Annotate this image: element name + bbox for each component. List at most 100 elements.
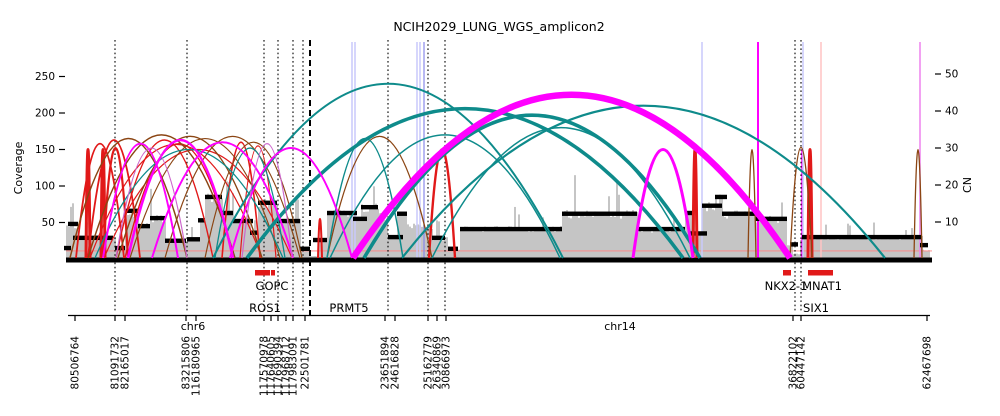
histogram-bar — [645, 228, 647, 259]
cn-segment — [258, 200, 277, 205]
histogram-bar — [825, 224, 827, 259]
gene-body-bar — [271, 270, 275, 276]
histogram-bar — [150, 188, 152, 259]
histogram-bar — [730, 215, 732, 259]
coordinate-label: 26340869 — [432, 336, 444, 389]
cn-segment — [313, 237, 327, 243]
histogram-bar — [624, 216, 626, 259]
arc-red — [806, 148, 814, 259]
histogram-bar — [121, 246, 123, 259]
histogram-bar — [909, 236, 911, 259]
histogram-bar — [582, 215, 584, 259]
histogram-bar — [710, 203, 712, 259]
cn-segment — [73, 235, 113, 241]
histogram-bar — [189, 240, 191, 259]
cn-segment — [755, 216, 787, 222]
histogram-bar — [373, 186, 375, 259]
histogram-bar — [306, 249, 308, 259]
histogram-bar — [448, 249, 450, 259]
histogram-bar — [322, 239, 324, 259]
histogram-bar — [732, 214, 734, 259]
histogram-bar — [897, 237, 899, 259]
histogram-bar — [508, 226, 510, 259]
histogram-bar — [297, 199, 299, 259]
histogram-bar — [197, 238, 199, 259]
cn-segment — [920, 242, 928, 248]
histogram-bar — [386, 218, 388, 259]
histogram-bar — [564, 211, 566, 259]
arc-magenta — [229, 147, 353, 259]
coordinate-label: 36822102 — [788, 336, 800, 389]
histogram-bar — [769, 215, 771, 259]
histogram-bar — [869, 239, 871, 259]
histogram-bar — [669, 231, 671, 259]
histogram-bar — [584, 216, 586, 259]
histogram-bar — [530, 230, 532, 259]
arc-red — [221, 141, 261, 259]
histogram-bar — [502, 229, 504, 259]
segment-boundaries — [114, 40, 802, 313]
histogram-bar — [476, 228, 478, 259]
histogram-bar — [675, 228, 677, 259]
histogram-bar — [510, 226, 512, 259]
histogram-bar — [659, 227, 661, 259]
histogram-bar — [903, 239, 905, 259]
arc-orchid — [241, 143, 293, 259]
histogram-bar — [450, 249, 452, 259]
histogram-bar — [657, 229, 659, 259]
coverage-tick-label: 100 — [35, 181, 55, 193]
histogram-bar — [588, 212, 590, 259]
histogram-bar — [928, 250, 930, 259]
coordinate-label: 83215806 — [181, 336, 193, 390]
histogram-bar — [466, 226, 468, 259]
histogram-bar — [363, 211, 365, 259]
histogram-bar — [867, 239, 869, 259]
cn-tick-label: 50 — [945, 69, 958, 81]
cn-segment — [361, 204, 378, 210]
histogram-bar — [576, 214, 578, 259]
histogram-bar — [432, 240, 434, 259]
histogram-bar — [413, 223, 415, 259]
histogram-bar — [110, 238, 112, 259]
cn-tick-label: 10 — [945, 217, 958, 229]
histogram-bar — [394, 238, 396, 259]
cn-segment — [432, 235, 445, 241]
histogram-bar — [899, 239, 901, 259]
histogram-bar — [715, 198, 717, 259]
histogram-bar — [699, 235, 701, 259]
histogram-bar — [728, 212, 730, 259]
chromosome-label: chr14 — [604, 320, 636, 333]
histogram-bar — [574, 175, 576, 259]
baseline-bar — [66, 257, 932, 263]
histogram-bar — [456, 249, 458, 259]
histogram-bar — [446, 237, 448, 259]
histogram-bar — [484, 226, 486, 259]
histogram-bar — [460, 230, 462, 259]
histogram-bar — [586, 210, 588, 259]
histogram-bar — [628, 211, 630, 259]
histogram-bar — [845, 238, 847, 259]
histogram-bar — [663, 231, 665, 259]
coordinate-label: 82165017 — [120, 336, 132, 389]
histogram-bar — [78, 238, 80, 259]
cn-segment — [388, 234, 403, 240]
histogram-bar — [835, 239, 837, 259]
histogram-bar — [357, 216, 359, 259]
coordinate-label: 116180965 — [191, 336, 203, 396]
arc-red — [317, 218, 323, 259]
histogram-bar — [554, 231, 556, 259]
histogram-bar — [215, 201, 217, 259]
histogram-bar — [202, 220, 204, 259]
arc-teal — [431, 126, 691, 259]
arc-magenta — [126, 139, 235, 259]
histogram-bar — [92, 236, 94, 259]
histogram-bar — [478, 230, 480, 259]
histogram-bar — [726, 218, 728, 259]
histogram-bar — [742, 212, 744, 259]
cn-segment — [115, 245, 125, 251]
arc-magenta — [151, 141, 294, 259]
histogram-bar — [384, 219, 386, 259]
histogram-bar — [480, 227, 482, 259]
histogram-bar — [173, 238, 175, 259]
histogram-bar — [138, 223, 140, 259]
